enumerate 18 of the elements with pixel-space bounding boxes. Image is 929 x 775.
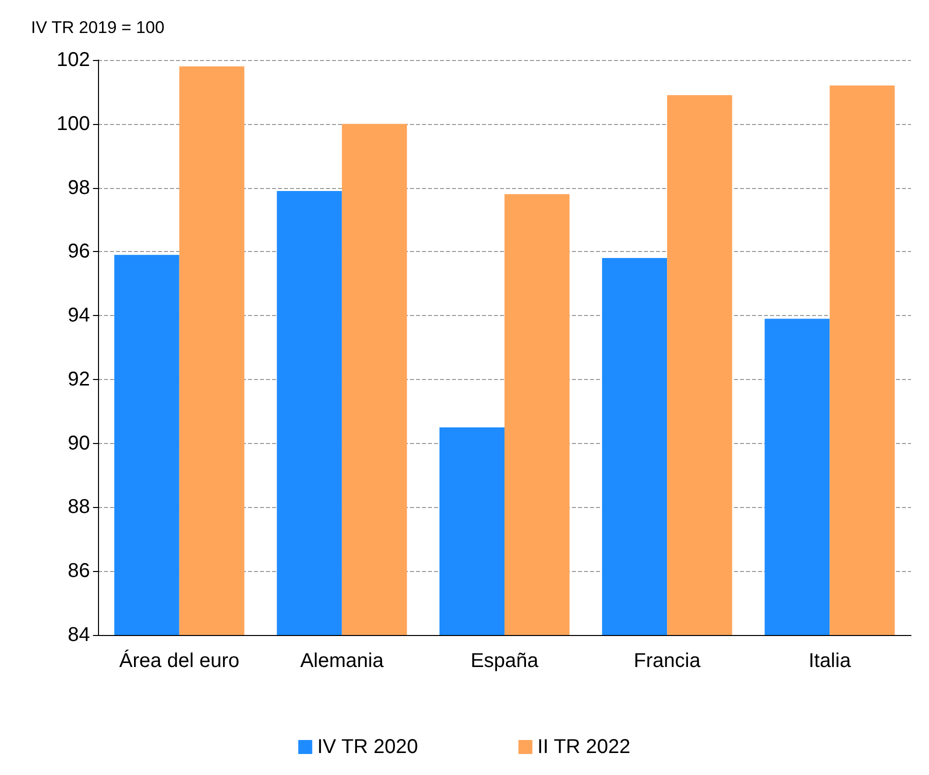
y-tick-label: 100 — [56, 112, 90, 135]
y-tick-label: 86 — [68, 560, 90, 582]
legend-label: IV TR 2020 — [317, 736, 418, 758]
x-tick-label: Alemania — [300, 650, 384, 672]
y-tick-label: 96 — [68, 240, 90, 263]
legend-label: II TR 2022 — [537, 736, 630, 758]
y-tick-label: 90 — [68, 432, 90, 454]
x-tick-label: Francia — [634, 650, 702, 672]
y-tick-label: 102 — [56, 49, 90, 71]
y-tick-label: 98 — [68, 176, 90, 199]
y-tick-label: 92 — [68, 368, 90, 390]
x-tick-label: Italia — [808, 650, 852, 672]
y-tick-label: 88 — [68, 496, 90, 518]
y-tick-label: 84 — [68, 624, 90, 646]
y-tick-label: 94 — [68, 304, 90, 327]
x-tick-label: España — [470, 650, 540, 672]
y-axis-title: IV TR 2019 = 100 — [31, 18, 164, 37]
x-tick-label: Área del euro — [119, 649, 240, 672]
